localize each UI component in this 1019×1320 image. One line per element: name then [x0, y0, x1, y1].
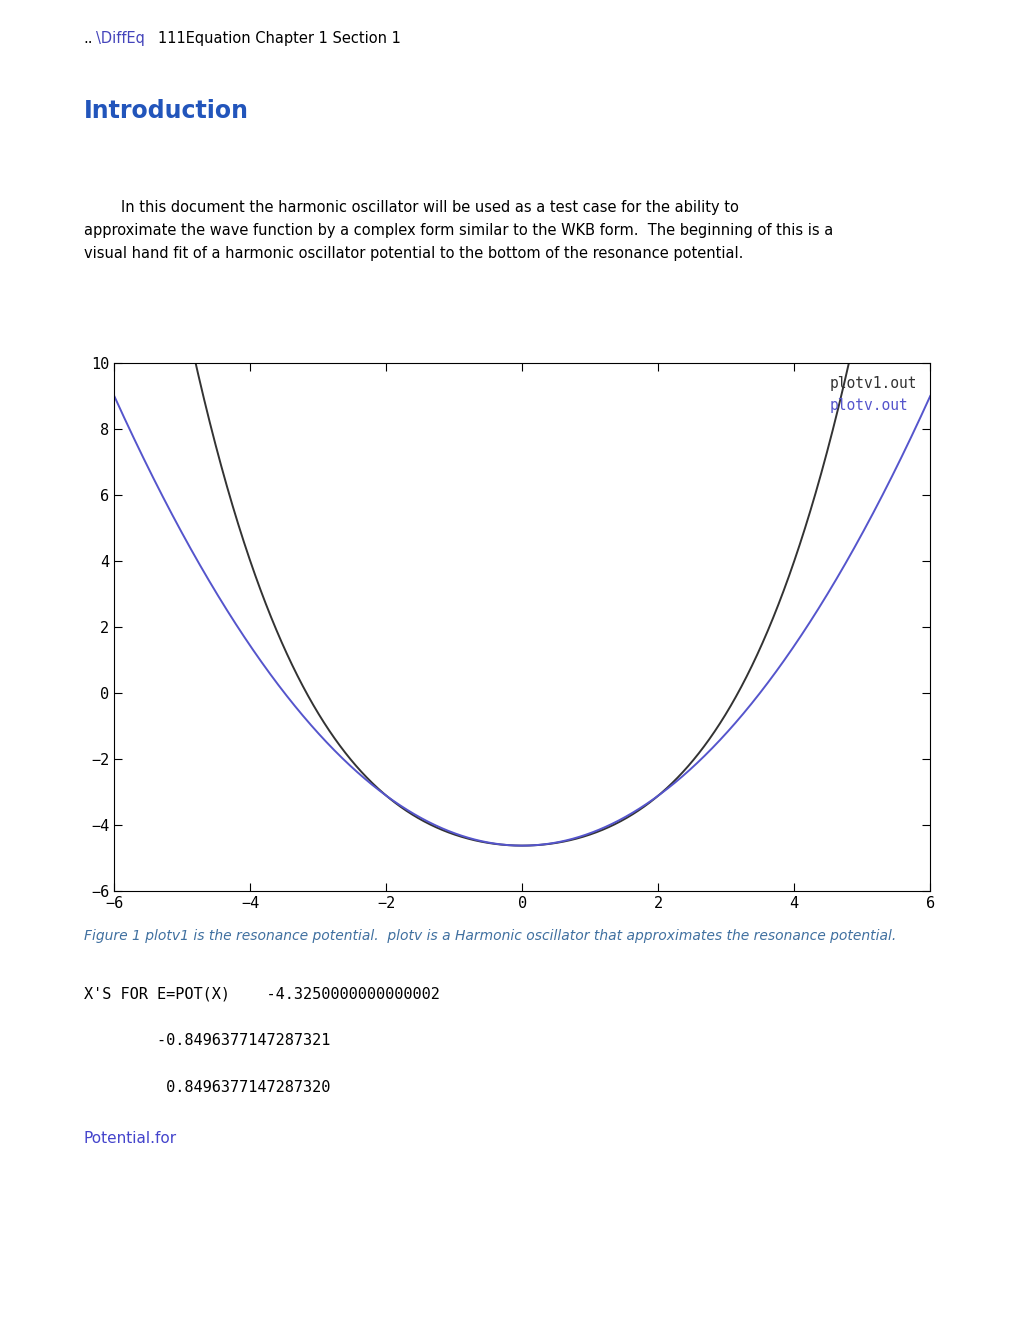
Text: -0.8496377147287321: -0.8496377147287321	[84, 1034, 330, 1048]
Text: \DiffEq: \DiffEq	[96, 30, 145, 46]
Legend: plotv1.out, plotv.out: plotv1.out, plotv.out	[818, 371, 922, 420]
Text: ..: ..	[84, 30, 93, 46]
Text: Introduction: Introduction	[84, 99, 249, 123]
Text: Potential.for: Potential.for	[84, 1131, 176, 1146]
Text: X'S FOR E=POT(X)    -4.3250000000000002: X'S FOR E=POT(X) -4.3250000000000002	[84, 987, 439, 1002]
Text: In this document the harmonic oscillator will be used as a test case for the abi: In this document the harmonic oscillator…	[84, 199, 833, 261]
Text: 111Equation Chapter 1 Section 1: 111Equation Chapter 1 Section 1	[158, 30, 400, 46]
Text: 0.8496377147287320: 0.8496377147287320	[84, 1080, 330, 1094]
Text: Figure 1 plotv1 is the resonance potential.  plotv is a Harmonic oscillator that: Figure 1 plotv1 is the resonance potenti…	[84, 929, 895, 942]
